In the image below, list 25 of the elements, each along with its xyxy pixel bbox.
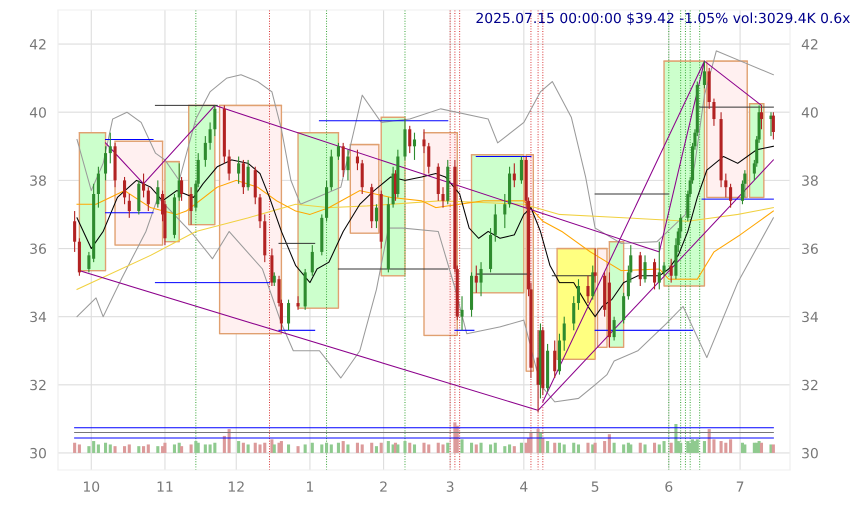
y-tick-label: 36: [30, 243, 46, 254]
x-tick-label: 1: [307, 482, 314, 492]
y2-tick-label: 36: [802, 243, 818, 254]
x-tick-label: 7: [736, 482, 744, 492]
y2-tick-label: 32: [802, 380, 818, 390]
y-tick-label: 34: [30, 312, 46, 322]
x-tick-label: 5: [592, 482, 598, 492]
x-tick-label: 12: [228, 481, 244, 492]
x-tick-label: 4: [520, 482, 528, 492]
y2-tick-label: 30: [802, 448, 818, 458]
x-tick-label: 11: [158, 482, 172, 492]
y-tick-label: 38: [30, 175, 46, 186]
y2-tick-label: 38: [802, 175, 818, 186]
y-tick-label: 32: [30, 380, 46, 390]
x-tick-label: 2: [380, 481, 387, 492]
y2-tick-label: 42: [802, 39, 818, 50]
x-tick-label: 10: [84, 481, 100, 492]
y2-tick-label: 34: [802, 312, 818, 322]
x-tick-label: 3: [446, 481, 454, 492]
y-tick-label: 42: [30, 39, 46, 50]
chart-title: 2025.07.15 00:00:00 $39.42 -1.05% vol:3029.4K 0.6x: [476, 12, 850, 26]
y-tick-label: 30: [30, 448, 46, 458]
y2-tick-label: 40: [802, 107, 818, 118]
y-tick-label: 40: [30, 107, 46, 118]
x-tick-label: 6: [665, 481, 672, 492]
